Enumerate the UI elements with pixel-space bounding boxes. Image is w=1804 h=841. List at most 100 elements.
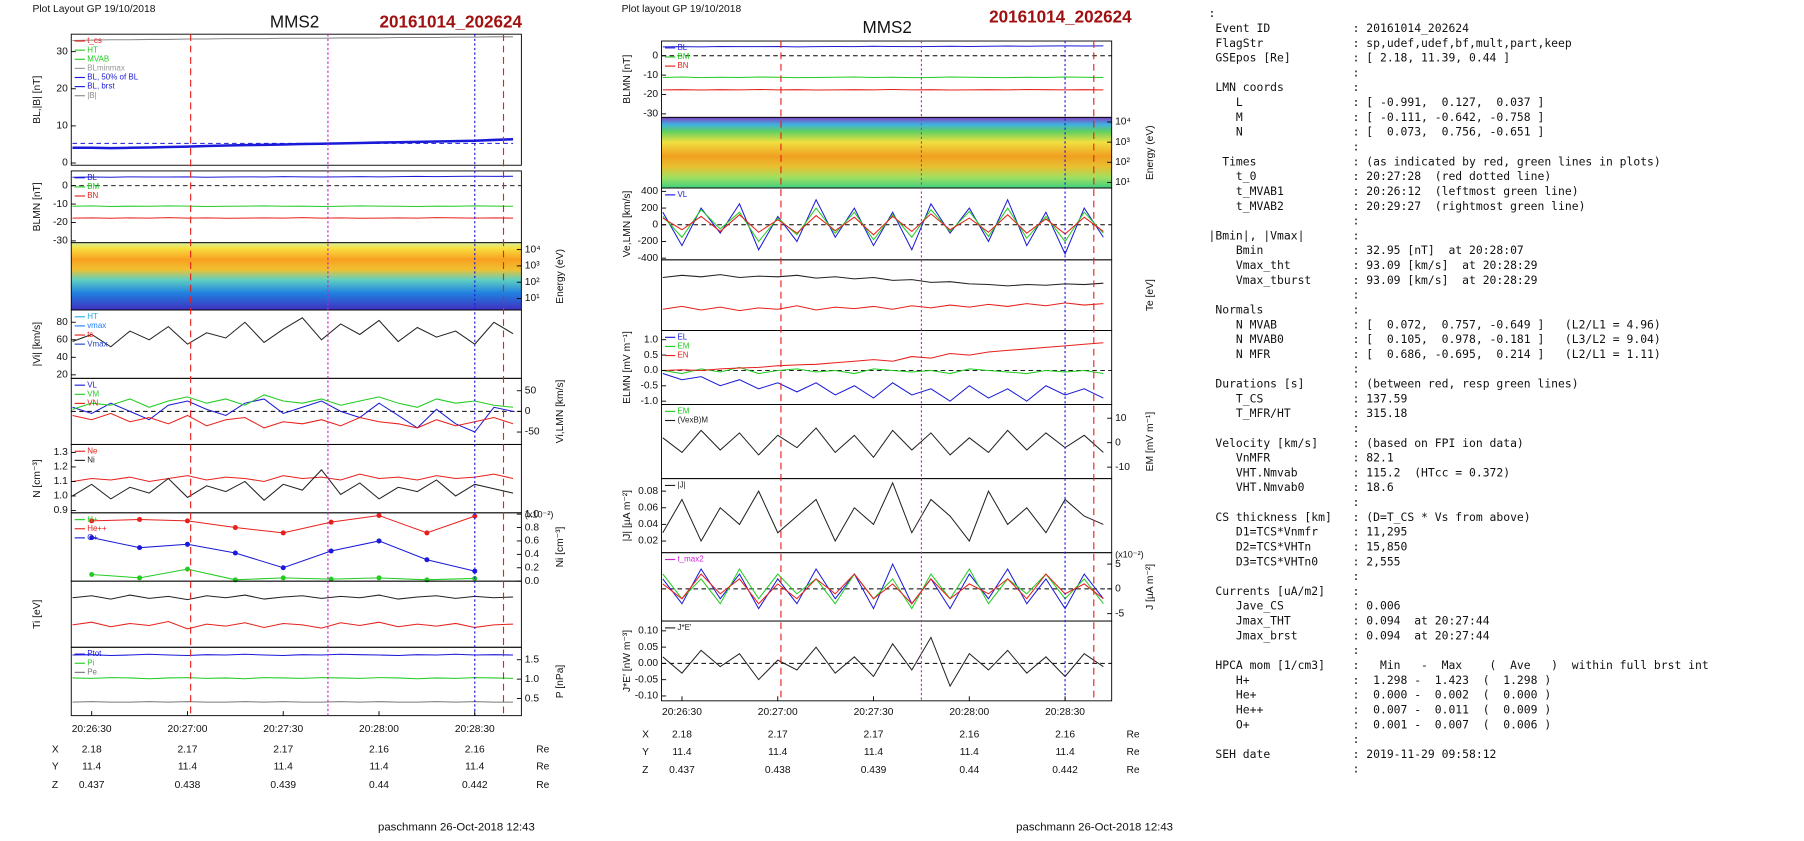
position-unit: Re xyxy=(1126,730,1139,741)
legend-label: Ptot xyxy=(87,649,102,658)
legend-label: BL xyxy=(678,43,688,52)
y-tick-label: 0.5 xyxy=(644,350,659,361)
position-value: 11.4 xyxy=(274,762,293,773)
y-tick-label: 0 xyxy=(1115,437,1121,448)
position-value: 2.17 xyxy=(768,730,788,741)
y-axis-label: Vi,LMN [km/s] xyxy=(555,379,566,443)
y-axis-label: P [nPa] xyxy=(555,665,566,699)
listing-value: : [ -0.111, -0.642, -0.758 ] xyxy=(1353,110,1545,124)
y-axis-label: Ti [eV] xyxy=(32,599,43,628)
data-point xyxy=(424,530,430,536)
legend-label: |J| xyxy=(678,481,686,490)
series-line xyxy=(662,213,1104,236)
data-point xyxy=(280,565,286,571)
listing-label: D1=TCS*Vnmfr xyxy=(1209,525,1319,539)
y-tick-label: 10 xyxy=(1115,413,1127,424)
y-axis-label: BLMN [nT] xyxy=(32,182,43,231)
listing-label: Velocity [km/s] xyxy=(1209,436,1319,450)
listing-value: : [ 0.073, 0.756, -0.651 ] xyxy=(1353,125,1545,139)
data-point xyxy=(137,575,143,581)
listing-label: H+ xyxy=(1209,673,1250,687)
y-tick-label: 1.5 xyxy=(525,654,540,665)
y-axis-label: |Vi| [km/s] xyxy=(32,322,43,367)
listing-label: CS thickness [km] xyxy=(1209,510,1332,524)
legend-label: EL xyxy=(678,332,688,341)
listing-value: : 0.001 - 0.007 ( 0.006 ) xyxy=(1353,717,1552,731)
legend-label: Vmax xyxy=(87,339,107,348)
legend-label: MVAB xyxy=(87,54,109,63)
listing-label: He++ xyxy=(1209,702,1264,716)
legend-label: He++ xyxy=(87,524,107,533)
position-value: 0.437 xyxy=(79,780,105,791)
y-tick-label: 10² xyxy=(1115,157,1130,168)
listing-value: : xyxy=(1353,584,1360,598)
y-tick-label: 0.2 xyxy=(525,562,540,573)
y-tick-label: 10³ xyxy=(1115,137,1130,148)
series-line xyxy=(662,45,1104,48)
legend-label: ts xyxy=(87,330,93,339)
y-tick-label: -400 xyxy=(638,253,659,264)
series-line xyxy=(662,573,1104,605)
data-point xyxy=(232,525,238,531)
listing-value: : [ 0.105, 0.978, -0.181 ] (L3/L2 = 9.04… xyxy=(1353,332,1661,346)
listing-value: : 2019-11-29 09:58:12 xyxy=(1353,747,1497,761)
listing-value: : 315.18 xyxy=(1353,406,1408,420)
position-value: 2.16 xyxy=(465,745,485,756)
legend-label: BL, 50% of BL xyxy=(87,73,139,82)
y-tick-label: 0 xyxy=(62,158,68,169)
position-value: 2.17 xyxy=(177,745,197,756)
listing-value: : (based on FPI ion data) xyxy=(1353,436,1524,450)
legend-label: EM xyxy=(678,406,690,415)
listing-label: t_MVAB2 xyxy=(1209,199,1284,213)
y-tick-label: -30 xyxy=(643,109,658,120)
y-axis-label: Te [eV] xyxy=(1145,279,1156,311)
series-line xyxy=(72,175,514,178)
y-tick-label: 1.3 xyxy=(54,447,69,458)
listing-value: : xyxy=(1353,228,1360,242)
y-tick-label: -0.05 xyxy=(635,674,659,685)
position-value: 11.4 xyxy=(178,762,197,773)
listing-value: : xyxy=(1353,643,1360,657)
y-tick-label: 1.1 xyxy=(54,476,69,487)
series-line xyxy=(72,205,514,208)
position-unit: Re xyxy=(536,780,549,791)
legend-label: VN xyxy=(87,399,98,408)
y-tick-label: 10¹ xyxy=(525,293,540,304)
x-tick-label: 20:27:30 xyxy=(854,707,894,718)
axis-multiplier: (x10⁻²) xyxy=(1115,549,1144,559)
listing-label: N xyxy=(1209,125,1243,139)
y-tick-label: 0 xyxy=(652,50,658,61)
y-tick-label: 40 xyxy=(56,352,68,363)
y-tick-label: -5 xyxy=(1115,608,1124,619)
position-unit: Re xyxy=(1126,765,1139,776)
listing-value: : 1.298 - 1.423 ( 1.298 ) xyxy=(1353,673,1552,687)
panel-frame xyxy=(70,646,522,717)
y-tick-label: -0.10 xyxy=(635,691,659,702)
panel-frame xyxy=(661,620,1113,702)
x-tick-label: 20:28:00 xyxy=(359,724,399,735)
legend-label: Ni xyxy=(87,455,95,464)
data-point xyxy=(328,548,334,554)
listing-label: N MVAB xyxy=(1209,317,1278,331)
legend-label: J*E' xyxy=(678,623,692,632)
y-tick-label: 0.10 xyxy=(638,626,658,637)
listing-value: : (as indicated by red, green lines in p… xyxy=(1353,154,1661,168)
series-line xyxy=(662,567,1104,610)
listing-value: : 115.2 (HTcc = 0.372) xyxy=(1353,465,1511,479)
y-axis-label: J [µA m⁻²] xyxy=(1145,564,1156,610)
position-unit: Re xyxy=(1126,747,1139,758)
listing-label: t_MVAB1 xyxy=(1209,184,1284,198)
series-line xyxy=(72,473,514,482)
y-tick-label: 10 xyxy=(56,121,68,132)
data-point xyxy=(232,550,238,556)
listing-label: Bmin xyxy=(1209,243,1264,257)
listing-label: VHT.Nmvab xyxy=(1209,465,1298,479)
listing-value: : [ 0.686, -0.695, 0.214 ] (L2/L1 = 1.11… xyxy=(1353,347,1661,361)
listing-label: t_0 xyxy=(1209,169,1257,183)
listing-value: : 0.007 - 0.011 ( 0.009 ) xyxy=(1353,702,1552,716)
y-axis-label: Ve,LMN [km/s] xyxy=(622,190,633,257)
listing-value: : 18.6 xyxy=(1353,480,1394,494)
listing-value: : xyxy=(1353,80,1360,94)
listing-value: : 20161014_202624 xyxy=(1353,21,1470,35)
listing-value: : 32.95 [nT] at 20:28:07 xyxy=(1353,243,1524,257)
